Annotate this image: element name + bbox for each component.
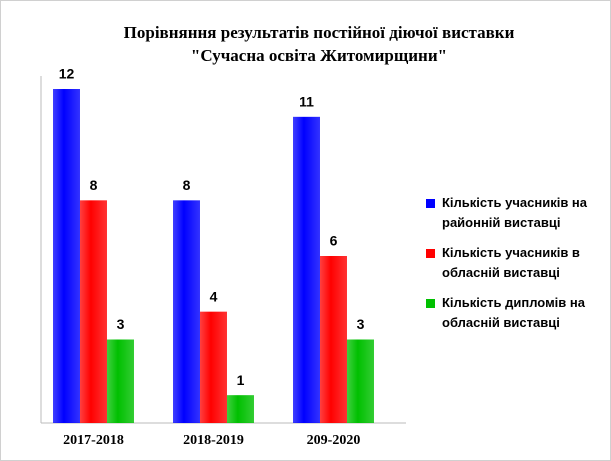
legend: Кількість учасників на районній виставці… [426,193,608,343]
legend-item: Кількість дипломів на обласній виставці [426,293,608,333]
x-tick-label: 2017-2018 [63,433,124,448]
bar [80,200,107,423]
data-label: 6 [330,233,338,249]
data-label: 8 [90,177,98,193]
legend-item: Кількість учасників в обласній виставці [426,243,608,283]
data-label: 8 [183,177,191,193]
bar [107,339,134,423]
legend-swatch [426,199,435,208]
chart-title: "Сучасна освіта Житомирщини" [191,46,447,65]
bar [320,256,347,423]
legend-label: Кількість учасників в обласній виставці [442,245,580,280]
legend-swatch [426,299,435,308]
bar [347,339,374,423]
data-label: 1 [237,372,245,388]
data-label: 11 [299,94,314,110]
bar [53,89,80,423]
data-label: 12 [59,66,75,82]
bar [200,311,227,423]
legend-label: Кількість дипломів на обласній виставці [442,295,585,330]
x-tick-label: 2018-2019 [183,433,244,448]
data-label: 3 [117,316,125,332]
bar [293,116,320,423]
legend-swatch [426,249,435,258]
legend-item: Кількість учасників на районній виставці [426,193,608,233]
x-tick-label: 209-2020 [307,433,361,448]
data-label: 3 [357,316,365,332]
bar [173,200,200,423]
bar [227,395,254,423]
data-label: 4 [210,288,218,304]
legend-label: Кількість учасників на районній виставці [442,195,587,230]
chart-title: Порівняння результатів постійної діючої … [124,23,515,42]
